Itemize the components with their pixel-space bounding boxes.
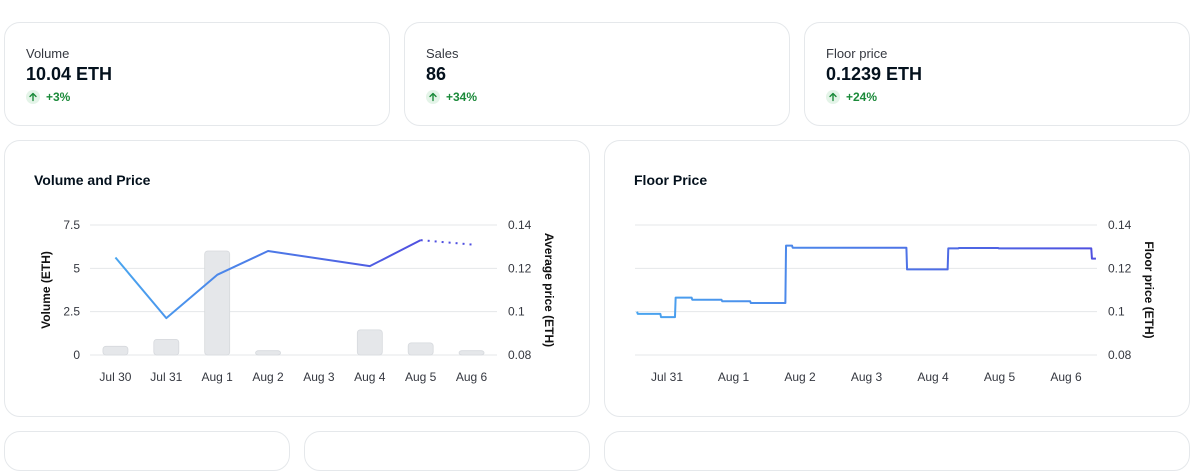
volume-bar [407,342,434,356]
stat-change-value: +34% [446,90,478,104]
volume-bar [458,350,485,356]
floor-price-line [636,244,1096,319]
stat-value: 10.04 ETH [26,64,113,84]
x-tick-label: Aug 1 [718,370,750,384]
arrow-up-icon [26,90,40,104]
x-tick-label: Jul 31 [150,370,182,384]
stat-value: 0.1239 ETH [826,64,923,84]
stat-label: Floor price [826,46,888,61]
y-tick-label: 0.12 [1108,261,1132,275]
x-tick-label: Aug 4 [917,370,949,384]
volume-bar [356,329,383,356]
y-axis-title: Volume (ETH) [39,251,53,329]
y2-tick-label: 0.1 [508,305,525,319]
stat-card-floor-price: Floor price 0.1239 ETH +24% [804,22,1190,126]
chart-title: Floor Price [634,172,708,188]
x-tick-label: Aug 6 [456,370,488,384]
floor-price-card: Floor Price 0.08 0.1 0.12 0.14 Jul 31 Aug 1 Au… [604,140,1190,417]
x-tick-label: Aug 5 [405,370,437,384]
x-tick-label: Aug 5 [984,370,1016,384]
volume-bar [204,250,231,356]
x-tick-label: Aug 3 [851,370,883,384]
chart-title: Volume and Price [34,172,151,188]
y2-tick-label: 0.14 [508,218,532,232]
stat-change: +24% [826,90,877,104]
stat-label: Sales [426,46,459,61]
y-tick-label: 5 [73,261,80,275]
x-tick-label: Aug 4 [354,370,386,384]
y-tick-label: 7.5 [63,218,80,232]
x-tick-label: Jul 31 [651,370,683,384]
stat-label: Volume [26,46,70,61]
y-axis-title: Floor price (ETH) [1142,241,1156,338]
x-tick-label: Aug 1 [202,370,234,384]
arrow-up-icon [826,90,840,104]
y-tick-label: 2.5 [63,305,80,319]
y2-axis-title: Average price (ETH) [542,233,556,347]
stat-change-value: +3% [46,90,71,104]
volume-bar [153,338,180,356]
volume-bar [255,350,281,356]
arrow-up-icon [426,90,440,104]
stat-card-volume: Volume 10.04 ETH +3% [4,22,390,126]
y-tick-label: 0.14 [1108,218,1132,232]
x-tick-label: Aug 2 [784,370,816,384]
y-tick-label: 0.1 [1108,305,1125,319]
stat-change-value: +24% [846,90,878,104]
x-tick-label: Aug 6 [1050,370,1082,384]
bottom-card-3 [604,431,1190,471]
price-line-projection [420,239,472,246]
stat-change: +3% [26,90,70,104]
y-tick-label: 0.08 [1108,348,1132,362]
volume-price-card: Volume and Price 0 2.5 5 7.5 0.08 0.1 0.12 0.14… [4,140,590,417]
bottom-card-2 [304,431,590,471]
stat-value: 86 [426,64,447,84]
floor-price-chart: 0.08 0.1 0.12 0.14 Jul 31 Aug 1 Aug 2 Aug 3 Aug … [635,218,1156,384]
y2-tick-label: 0.12 [508,261,532,275]
y2-tick-label: 0.08 [508,348,532,362]
stat-card-sales: Sales 86 +34% [404,22,790,126]
x-tick-label: Jul 30 [99,370,131,384]
volume-bar [102,345,129,356]
x-tick-label: Aug 2 [252,370,284,384]
bottom-card-1 [4,431,290,471]
stat-change: +34% [426,90,477,104]
price-line [114,239,422,320]
y-tick-label: 0 [73,348,80,362]
volume-price-chart: 0 2.5 5 7.5 0.08 0.1 0.12 0.14 Jul 30 Jul 31 Aug 1… [39,218,556,384]
x-tick-label: Aug 3 [303,370,335,384]
